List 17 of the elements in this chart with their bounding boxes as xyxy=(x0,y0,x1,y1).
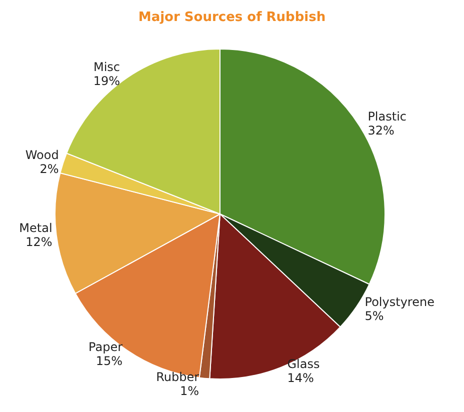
data-label: 5% xyxy=(364,308,384,323)
slice-label: Metal xyxy=(19,221,52,236)
data-label: 1% xyxy=(180,384,200,398)
data-label: 32% xyxy=(368,123,394,138)
slice-label: Rubber xyxy=(156,370,200,384)
slice-label: Glass xyxy=(287,357,320,372)
slice-label: Polystyrene xyxy=(364,294,434,309)
data-label: 2% xyxy=(40,162,59,176)
data-label: 15% xyxy=(96,354,123,368)
data-label: 12% xyxy=(26,235,52,250)
data-label: 19% xyxy=(93,74,120,88)
data-label: 14% xyxy=(287,371,314,386)
slice-label: Plastic xyxy=(368,109,407,124)
slice-label: Wood xyxy=(25,148,59,162)
chart-title: Major Sources of Rubbish xyxy=(138,10,326,25)
slice-label: Paper xyxy=(88,340,123,354)
slice-label: Misc xyxy=(93,60,120,74)
